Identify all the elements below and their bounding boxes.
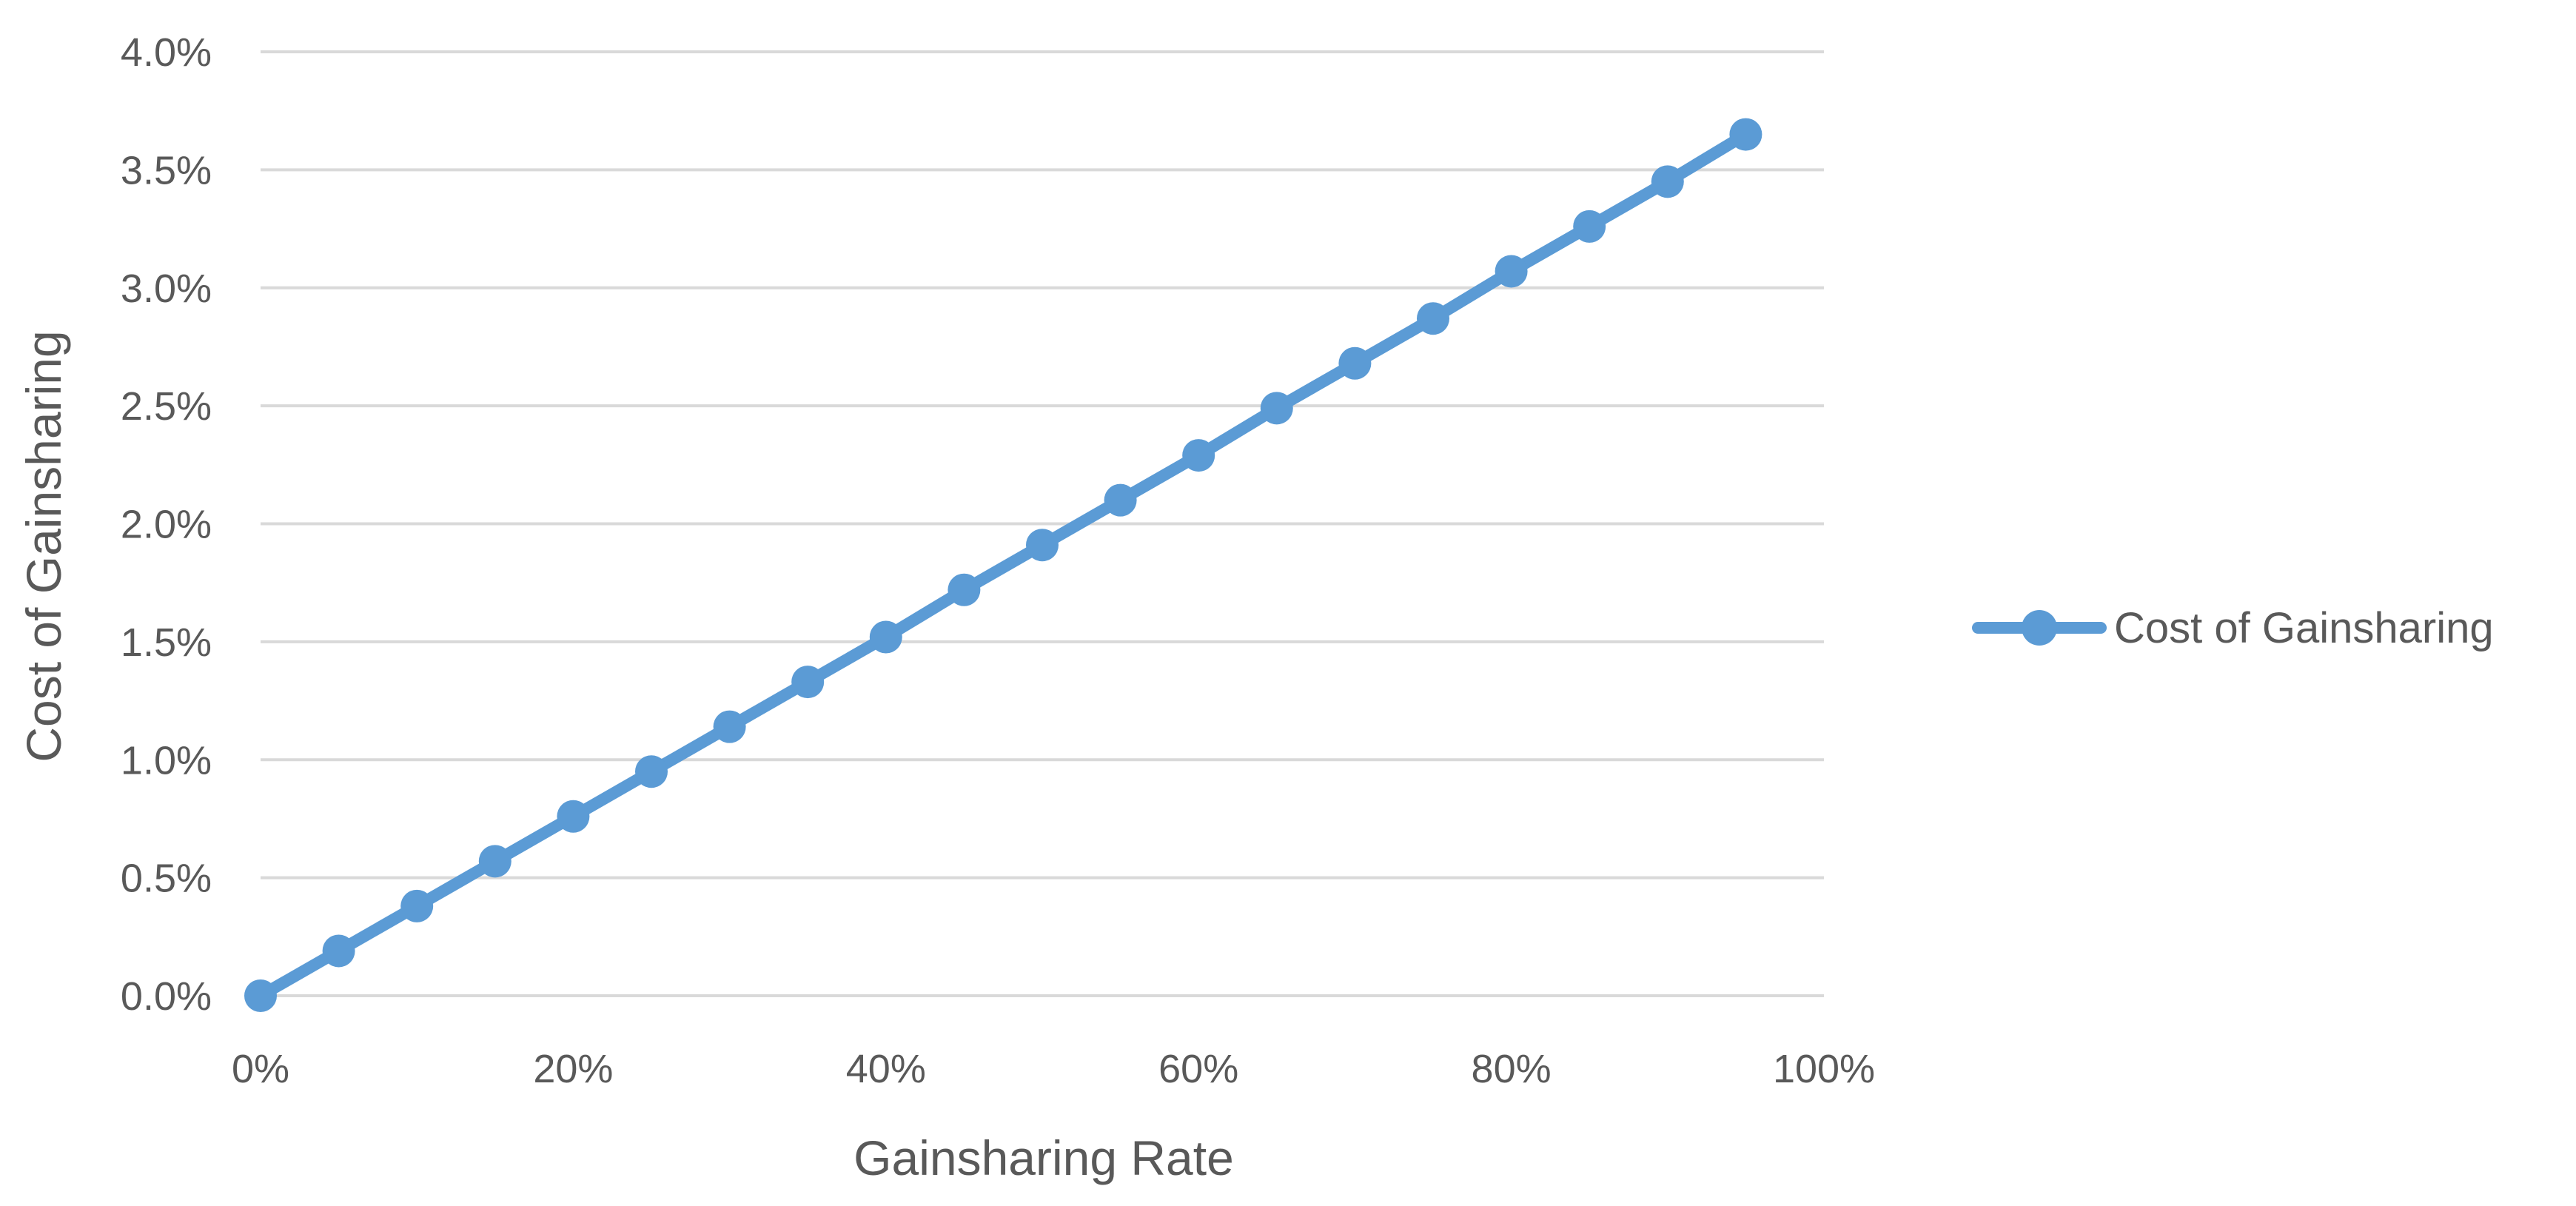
y-tick-label: 0.0% [121, 974, 212, 1019]
data-point [713, 710, 746, 743]
data-point [244, 979, 277, 1012]
data-point [1417, 302, 1449, 335]
x-tick-label: 40% [846, 1047, 926, 1091]
y-tick-label: 2.0% [121, 503, 212, 547]
x-tick-label: 60% [1158, 1047, 1238, 1091]
x-tick-label: 100% [1773, 1047, 1875, 1091]
x-tick-label: 80% [1472, 1047, 1552, 1091]
y-tick-label: 1.0% [121, 738, 212, 783]
data-point [322, 934, 355, 968]
series-layer [244, 118, 1762, 1012]
data-point [869, 620, 902, 654]
data-point [1338, 346, 1372, 380]
data-point [1573, 210, 1606, 243]
y-tick-label: 1.5% [121, 620, 212, 665]
data-point [1729, 118, 1762, 151]
data-point [400, 889, 434, 922]
data-point [478, 845, 511, 878]
x-axis-tick-labels: 0% 20% 40% 60% 80% 100% [232, 1047, 1875, 1091]
y-tick-label: 0.5% [121, 857, 212, 901]
y-tick-label: 3.0% [121, 267, 212, 311]
y-tick-label: 3.5% [121, 148, 212, 192]
data-point [1260, 392, 1293, 425]
legend: Cost of Gainsharing [1972, 604, 2494, 652]
x-tick-label: 0% [232, 1047, 289, 1091]
legend-series-marker [2022, 610, 2057, 646]
data-point [791, 666, 825, 699]
data-point [1495, 255, 1528, 288]
y-axis-title: Cost of Gainsharing [16, 330, 71, 762]
data-point [635, 755, 668, 788]
data-point [947, 573, 981, 606]
data-point [557, 800, 590, 833]
x-axis-title: Gainsharing Rate [853, 1130, 1234, 1185]
y-tick-label: 2.5% [121, 384, 212, 429]
data-point [1026, 529, 1059, 562]
data-point [1104, 483, 1137, 517]
data-point [1651, 165, 1684, 198]
x-tick-label: 20% [533, 1047, 613, 1091]
legend-series-label: Cost of Gainsharing [2114, 604, 2494, 652]
data-point [1182, 439, 1215, 472]
y-tick-label: 4.0% [121, 30, 212, 75]
gridlines [261, 50, 1824, 997]
y-axis-tick-labels: 0.0% 0.5% 1.0% 1.5% 2.0% 2.5% 3.0% 3.5% 4.0% [121, 30, 212, 1019]
